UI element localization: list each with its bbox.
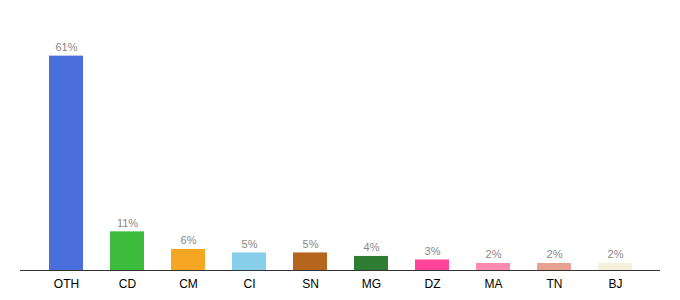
svg-text:4%: 4%: [364, 241, 380, 253]
svg-text:11%: 11%: [117, 217, 138, 229]
svg-text:3%: 3%: [425, 245, 441, 257]
svg-text:DZ: DZ: [425, 277, 441, 291]
svg-text:CI: CI: [244, 277, 256, 291]
svg-text:CD: CD: [119, 277, 137, 291]
svg-text:CM: CM: [179, 277, 198, 291]
svg-text:6%: 6%: [181, 234, 197, 246]
svg-text:TN: TN: [547, 277, 563, 291]
svg-text:2%: 2%: [608, 248, 624, 260]
svg-text:2%: 2%: [486, 248, 502, 260]
svg-text:SN: SN: [302, 277, 319, 291]
svg-text:OTH: OTH: [54, 277, 79, 291]
svg-text:MA: MA: [485, 277, 503, 291]
svg-text:2%: 2%: [547, 248, 563, 260]
svg-text:5%: 5%: [242, 238, 258, 250]
svg-text:61%: 61%: [55, 41, 77, 53]
svg-text:BJ: BJ: [608, 277, 622, 291]
svg-text:5%: 5%: [303, 238, 319, 250]
svg-text:MG: MG: [362, 277, 381, 291]
